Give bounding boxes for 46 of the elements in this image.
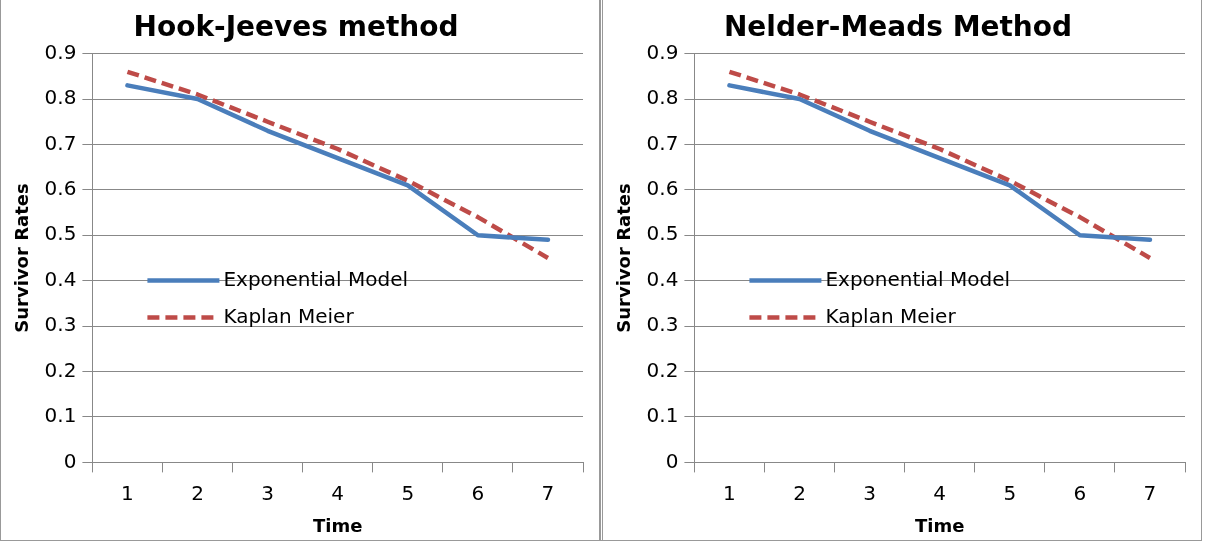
chart-title: Nelder-Meads Method [723, 10, 1073, 44]
y-tick-label: 0.3 [44, 312, 77, 337]
y-tick-label: 0.4 [44, 266, 77, 291]
legend-label: Exponential Model [825, 266, 1011, 291]
x-tick-label: 3 [863, 480, 876, 505]
x-tick-label: 2 [793, 480, 806, 505]
y-tick-label: 0 [63, 448, 77, 473]
legend-label: Kaplan Meier [825, 303, 957, 328]
line-series [125, 69, 551, 261]
legend-label: Exponential Model [223, 266, 409, 291]
y-tick-label: 0.3 [646, 312, 679, 337]
y-tick-label: 0.5 [646, 221, 679, 246]
x-tick-label: 5 [401, 480, 415, 505]
x-tick-label: 5 [1003, 480, 1017, 505]
y-tick-label: 0.9 [646, 39, 679, 64]
y-tick-label: 0.2 [44, 357, 77, 382]
y-tick-label: 0.6 [44, 176, 77, 201]
y-tick-label: 0.7 [44, 130, 77, 155]
y-axis-title: Survivor Rates [11, 183, 33, 333]
line-series [727, 69, 1153, 261]
x-tick-label: 7 [541, 480, 555, 505]
x-axis-title: Time [312, 514, 363, 536]
x-axis-title: Time [914, 514, 965, 536]
x-tick-label: 4 [331, 480, 345, 505]
y-tick-label: 0.1 [646, 403, 679, 428]
y-tick-label: 0.6 [646, 176, 679, 201]
y-axis-title: Survivor Rates [613, 183, 635, 333]
x-tick-label: 6 [471, 480, 485, 505]
legend-label: Kaplan Meier [223, 303, 355, 328]
y-tick-label: 0.7 [646, 130, 679, 155]
y-tick-label: 0.5 [44, 221, 77, 246]
chart-title: Hook-Jeeves method [133, 10, 459, 44]
y-tick-label: 0.8 [646, 85, 679, 110]
x-tick-label: 7 [1143, 480, 1157, 505]
x-tick-label: 1 [121, 480, 134, 505]
y-tick-label: 0.1 [44, 403, 77, 428]
y-tick-label: 0.8 [44, 85, 77, 110]
y-tick-label: 0.9 [44, 39, 77, 64]
x-tick-label: 1 [723, 480, 736, 505]
x-tick-label: 2 [191, 480, 204, 505]
y-tick-label: 0.2 [646, 357, 679, 382]
y-tick-label: 0.4 [646, 266, 679, 291]
y-tick-label: 0 [665, 448, 679, 473]
x-tick-label: 4 [933, 480, 947, 505]
x-tick-label: 6 [1073, 480, 1087, 505]
x-tick-label: 3 [261, 480, 274, 505]
